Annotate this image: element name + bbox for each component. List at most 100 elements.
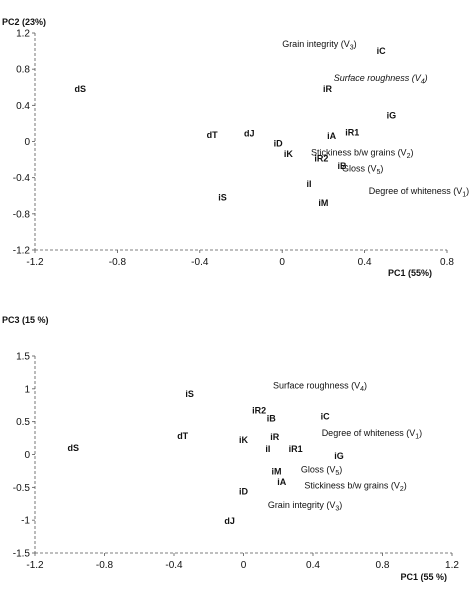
y-tick-label: -0.8 [13,209,31,220]
variable-label-subscript: 1 [415,433,419,440]
variable-label: Gloss (V5) [342,164,383,177]
sample-point-iR: iR [270,432,280,442]
variable-label: Surface roughness (V4) [273,381,367,394]
x-tick-label: 0 [279,257,285,268]
sample-point-dT: dT [177,431,188,441]
sample-point-iS: iS [218,193,227,203]
sample-point-iK: iK [284,149,294,159]
sample-point-dT: dT [207,130,218,140]
sample-point-iC: iC [321,411,331,421]
variable-label-close-paren: ) [424,73,428,83]
variable-label: Degree of whiteness (V1) [322,428,422,441]
variable-label-text: Surface roughness (V [334,73,422,83]
x-tick-label: -0.8 [109,257,127,268]
variable-label-subscript: 1 [462,192,466,199]
variable-label-text: Gloss (V [301,465,336,475]
sample-point-iD: iD [274,138,284,148]
variable-label-text: Gloss (V [342,164,377,174]
y-axis-title: PC2 (23%) [2,17,46,27]
variable-label-close-paren: ) [410,147,413,157]
x-axis-title: PC1 (55 %) [400,572,447,582]
variable-label-close-paren: ) [419,428,422,438]
sample-point-dJ: dJ [244,128,255,138]
x-tick-label: 0.4 [358,257,372,268]
x-tick-label: 0.4 [306,560,320,571]
sample-point-iI: iI [306,179,311,189]
sample-point-iR1: iR1 [289,444,303,454]
variable-label-text: Stickiness b/w grains (V [311,147,407,157]
variable-label: Surface roughness (V4) [334,73,428,86]
variable-label-text: Surface roughness (V [273,381,360,391]
variable-label-subscript: 5 [335,470,339,477]
sample-point-iR1: iR1 [345,127,359,137]
variable-label-subscript: 3 [335,506,339,513]
y-tick-label: 0.5 [16,417,30,428]
y-tick-label: 0 [24,450,30,461]
sample-point-iB: iB [337,161,347,171]
sample-point-iD: iD [239,486,249,496]
y-axis-title: PC3 (15 %) [2,315,49,325]
sample-point-iI: iI [265,444,270,454]
x-tick-label: -0.4 [165,560,183,571]
variable-label-subscript: 4 [421,79,425,86]
y-tick-label: 1 [24,384,30,395]
y-tick-label: -1 [21,516,30,527]
variable-label: Stickiness b/w grains (V2) [311,147,413,160]
variable-label-close-paren: ) [466,186,469,196]
x-axis-title: PC1 (55%) [388,268,432,278]
variable-label-subscript: 2 [407,153,411,160]
sample-point-dS: dS [67,443,79,453]
variable-label-close-paren: ) [339,465,342,475]
variable-label: Gloss (V5) [301,465,342,478]
variable-label-text: Grain integrity (V [268,500,336,510]
y-tick-label: 0 [24,137,30,148]
x-tick-label: 0.8 [440,257,454,268]
variable-label-close-paren: ) [364,381,367,391]
y-tick-label: -1.2 [13,246,31,257]
sample-point-iG: iG [387,110,397,120]
variable-label: Degree of whiteness (V1) [369,186,469,199]
sample-point-iG: iG [334,451,344,461]
variable-label: Grain integrity (V3) [268,500,342,513]
variable-label-subscript: 5 [376,169,380,176]
x-tick-label: -1.2 [26,257,44,268]
sample-point-dJ: dJ [224,516,235,526]
sample-point-dS: dS [75,84,87,94]
sample-point-iR: iR [323,84,333,94]
sample-point-iA: iA [277,477,287,487]
variable-label-text: Degree of whiteness (V [322,428,416,438]
sample-point-iR2: iR2 [314,154,328,164]
y-tick-label: 1.5 [16,352,30,363]
variable-label-text: Stickiness b/w grains (V [304,480,400,490]
x-tick-label: -1.2 [26,560,44,571]
sample-point-iA: iA [327,131,337,141]
y-tick-label: -1.5 [13,549,31,560]
x-tick-label: -0.8 [96,560,114,571]
x-tick-label: -0.4 [191,257,209,268]
variable-label-subscript: 4 [360,386,364,393]
variable-label-close-paren: ) [380,164,383,174]
y-tick-label: 0.8 [16,65,30,76]
variable-label-text: Degree of whiteness (V [369,186,463,196]
sample-point-iM: iM [272,467,282,477]
variable-label: Grain integrity (V3) [282,39,356,52]
x-tick-label: 0 [241,560,247,571]
y-tick-label: 0.4 [16,101,30,112]
y-tick-label: 1.2 [16,29,30,40]
x-tick-label: 0.8 [376,560,390,571]
variable-label: Stickiness b/w grains (V2) [304,480,406,493]
sample-point-iK: iK [239,435,249,445]
variable-label-close-paren: ) [354,39,357,49]
pc1-pc3-panel: 1.5 1 0.5 0 -0.5 -1 -1.5-1.2 -0.8 -0.4 0 0.4 0.8 1.2… [2,315,459,582]
sample-point-iB: iB [267,413,277,423]
variable-label-subscript: 2 [400,486,404,493]
pc1-pc2-panel: 1.2 0.8 0.4 0 -0.4 -0.8 -1.2-1.2 -0.8 -0.4 0 0.4 0.… [2,17,469,278]
variable-label-subscript: 3 [350,44,354,51]
variable-label-text: Grain integrity (V [282,39,350,49]
y-tick-label: -0.4 [13,173,31,184]
y-tick-label: -0.5 [13,483,31,494]
sample-point-iR2: iR2 [252,406,266,416]
